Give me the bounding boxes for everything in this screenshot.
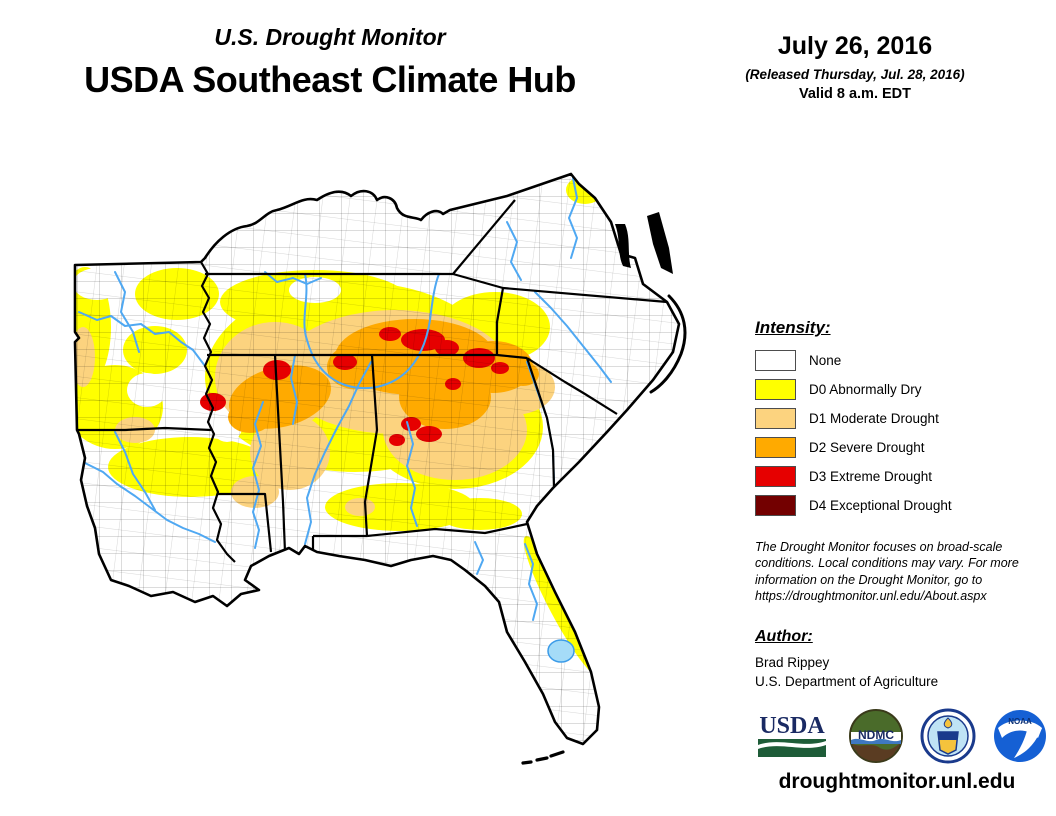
logo-row: USDA NDMC NOAA [752, 706, 1048, 766]
footer-url: droughtmonitor.unl.edu [778, 770, 1016, 793]
noaa-logo: NOAA [994, 710, 1046, 762]
date-block: July 26, 2016 (Released Thursday, Jul. 2… [710, 32, 1000, 102]
svg-text:NDMC: NDMC [858, 728, 894, 742]
disclaimer-text: The Drought Monitor focuses on broad-sca… [755, 540, 1019, 603]
legend-heading: Intensity: [755, 318, 831, 337]
swatch-none [755, 350, 796, 371]
author-heading: Author: [755, 628, 813, 645]
chesapeake-bay [615, 224, 631, 268]
commerce-logo [920, 708, 976, 764]
author-block: Author: Brad Rippey U.S. Department of A… [755, 628, 1047, 693]
legend: Intensity: None D0 Abnormally Dry D1 Mod… [755, 318, 1050, 524]
state-borders [77, 199, 668, 563]
map-svg [73, 172, 687, 765]
svg-text:USDA: USDA [759, 713, 825, 739]
delmarva-peninsula [647, 212, 673, 274]
southeast-drought-map [50, 162, 720, 816]
legend-item-d3: D3 Extreme Drought [755, 466, 1050, 487]
florida-keys [521, 750, 565, 765]
report-title: U.S. Drought Monitor [214, 24, 446, 50]
valid-time: Valid 8 a.m. EDT [798, 86, 911, 102]
county-grid-2 [75, 174, 679, 744]
usda-logo: USDA [758, 713, 826, 757]
swatch-d2 [755, 437, 796, 458]
swatch-d4 [755, 495, 796, 516]
page-title: USDA Southeast Climate Hub [84, 59, 576, 100]
swatch-d3 [755, 466, 796, 487]
legend-item-d2: D2 Severe Drought [755, 437, 1050, 458]
release-date: (Released Thursday, Jul. 28, 2016) [745, 67, 965, 82]
lake-okeechobee [547, 639, 575, 663]
map-date: July 26, 2016 [777, 32, 933, 60]
ndmc-logo: NDMC [849, 709, 903, 763]
title-block: U.S. Drought Monitor USDA Southeast Clim… [20, 24, 640, 101]
legend-item-d1: D1 Moderate Drought [755, 408, 1050, 429]
legend-item-d4: D4 Exceptional Drought [755, 495, 1050, 516]
svg-text:NOAA: NOAA [1008, 717, 1032, 726]
author-org: U.S. Department of Agriculture [755, 674, 939, 689]
outer-banks [649, 294, 687, 394]
author-name: Brad Rippey [755, 655, 830, 670]
legend-item-none: None [755, 350, 1050, 371]
legend-item-d0: D0 Abnormally Dry [755, 379, 1050, 400]
swatch-d1 [755, 408, 796, 429]
swatch-d0 [755, 379, 796, 400]
